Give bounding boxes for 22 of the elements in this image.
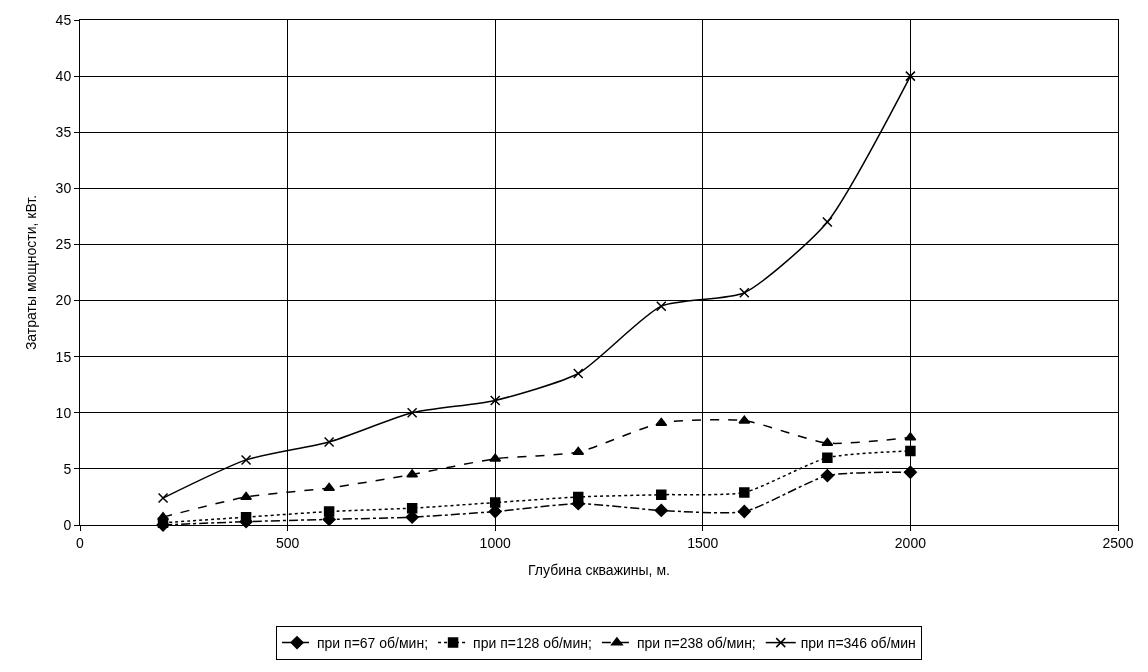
x-tick-label: 1500 <box>687 534 719 551</box>
y-tick-label: 25 <box>55 236 72 253</box>
x-tick-label: 2000 <box>894 534 927 551</box>
x-tick-label: 1000 <box>479 534 511 551</box>
x-tick-label: 500 <box>275 534 300 551</box>
y-axis-title: Затраты мощности, кВт. <box>23 194 40 351</box>
legend-label: при п=346 об/мин <box>800 635 916 652</box>
y-tick-label: 35 <box>55 124 72 141</box>
x-tick-label: 2500 <box>1102 534 1134 551</box>
legend-label: при п=67 об/мин; <box>317 635 429 652</box>
y-tick-label: 45 <box>55 11 72 28</box>
y-tick-label: 5 <box>63 460 72 477</box>
y-tick-label: 10 <box>55 404 72 421</box>
y-tick-label: 40 <box>55 68 72 85</box>
y-tick-label: 0 <box>63 516 72 533</box>
y-tick-label: 30 <box>55 180 72 197</box>
y-tick-label: 15 <box>55 348 72 365</box>
x-axis-title: Глубина скважины, м. <box>528 562 670 579</box>
y-tick-label: 20 <box>55 292 72 309</box>
legend-label: при п=128 об/мин; <box>473 635 592 652</box>
legend-label: при п=238 об/мин; <box>636 635 756 652</box>
x-tick-label: 0 <box>76 534 85 551</box>
